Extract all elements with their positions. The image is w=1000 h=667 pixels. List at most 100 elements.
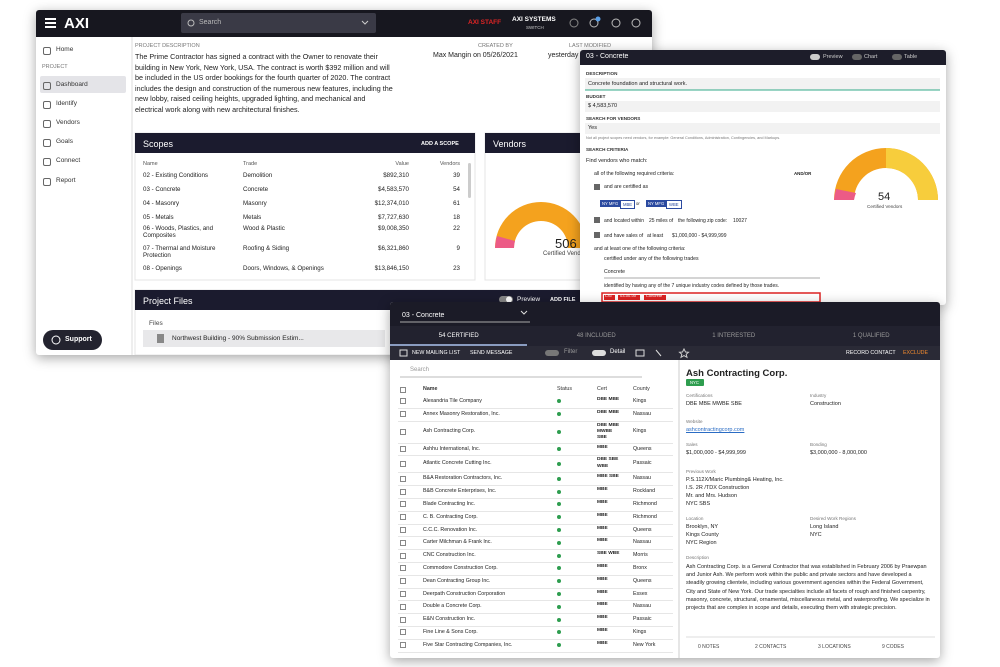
row-divider xyxy=(398,455,673,457)
checkbox xyxy=(400,398,406,405)
toolbar-button[interactable]: RECORD CONTACT xyxy=(846,350,896,356)
checkbox xyxy=(400,552,406,559)
row-divider xyxy=(398,549,673,551)
county: Passaic xyxy=(633,616,652,623)
checkbox xyxy=(400,387,406,393)
criteria-text: $1,000,000 - $4,999,999 xyxy=(672,233,727,239)
description-label: PROJECT DESCRIPTION xyxy=(135,43,200,49)
tab[interactable]: 1 QUALIFIED xyxy=(852,333,890,339)
county: Kings xyxy=(633,428,647,435)
file-item: Northwest Building - 90% Submission Esti… xyxy=(172,335,304,342)
county: Nassau xyxy=(633,603,651,610)
row-divider xyxy=(398,442,673,444)
cert: MBE xyxy=(597,602,608,608)
criteria-text: Find vendors who match: xyxy=(586,158,648,164)
table-cell: 61 xyxy=(453,200,460,207)
field-value: Yes xyxy=(588,125,597,131)
nav-icon xyxy=(43,101,51,109)
field-value: NYC Region xyxy=(686,540,717,546)
modified-label: LAST MODIFIED xyxy=(569,43,612,49)
field-value: $ 4,583,570 xyxy=(588,103,618,109)
created-by: Max Mangin on 05/26/2021 xyxy=(433,52,518,59)
card-action[interactable]: ADD A SCOPE xyxy=(421,141,459,147)
row-divider xyxy=(398,536,673,538)
checkbox xyxy=(400,527,406,533)
nav-item: Report xyxy=(56,177,76,184)
status-dot xyxy=(557,429,561,434)
status-dot xyxy=(557,566,561,571)
cert: MBE xyxy=(597,564,608,569)
table-cell: 03 - Concrete xyxy=(143,186,181,193)
nav-icon xyxy=(43,47,51,55)
row-divider xyxy=(398,523,673,525)
field-label: Website xyxy=(686,419,703,424)
table-cell: 23 xyxy=(453,265,460,272)
county: Bronx xyxy=(633,564,647,571)
status-dot xyxy=(557,476,561,481)
cert: DBE SBE WBE xyxy=(597,457,619,469)
card-action[interactable]: ADD FILE xyxy=(550,297,576,303)
status-dot xyxy=(557,528,561,532)
vendor-caption: Certified Vendors xyxy=(543,251,590,257)
field-label: BUDGET xyxy=(586,94,606,99)
status-dot xyxy=(557,553,561,558)
detail-tab[interactable]: 2 CONTACTS xyxy=(755,644,787,650)
vendor-name: Carter Milchman & Frank Inc. xyxy=(423,539,492,546)
field-label: Description xyxy=(686,555,709,560)
table-cell: 02 - Existing Conditions xyxy=(143,172,209,179)
field-value: Mr. and Mrs. Hudson xyxy=(686,493,738,499)
county: Queens xyxy=(633,577,652,584)
cert: MBE xyxy=(597,615,608,621)
nav-item: Dashboard xyxy=(56,81,88,88)
nav-item: Connect xyxy=(56,157,81,164)
staff-label: AXI STAFF xyxy=(468,19,502,26)
cert: MBE xyxy=(597,589,608,595)
support-button[interactable]: Support xyxy=(65,336,92,343)
status-dot xyxy=(557,643,561,648)
toolbar-button[interactable]: EXCLUDE xyxy=(903,350,929,356)
criteria-text: 10027 xyxy=(733,218,747,224)
table-cell: Metals xyxy=(243,214,262,221)
org-action: SWITCH xyxy=(526,25,544,30)
vendor-name: E&N Construction Inc. xyxy=(423,616,476,623)
row-divider xyxy=(398,574,673,576)
vendor-name: Atlantic Concrete Cutting Inc. xyxy=(423,460,492,467)
row-divider xyxy=(398,600,673,602)
code-tag: CSI xyxy=(605,293,612,298)
toggle-label: Preview xyxy=(517,296,541,303)
card-title: Vendors xyxy=(493,139,527,149)
tab[interactable]: 1 INTERESTED xyxy=(712,333,756,339)
nav-item: Home xyxy=(56,46,74,53)
table-cell: 07 - Thermal and Moisture Protection xyxy=(143,245,216,260)
criteria-text: and are certified as xyxy=(604,184,649,190)
nav-icon xyxy=(43,158,51,166)
scope-select[interactable]: 03 - Concrete xyxy=(402,312,445,319)
card-title: Project Files xyxy=(143,296,193,306)
tab[interactable]: 48 INCLUDED xyxy=(576,333,616,339)
field-label: Bonding xyxy=(810,442,827,447)
status-dot xyxy=(557,447,561,451)
field-value: DBE MBE MWBE SBE xyxy=(686,401,742,407)
cert: MBE xyxy=(597,500,608,505)
vendor-name: Blade Contracting Inc. xyxy=(423,500,476,507)
row-divider xyxy=(398,651,673,653)
column-header: Name xyxy=(423,386,438,392)
table-cell: $12,374,010 xyxy=(374,200,409,207)
table-cell: 22 xyxy=(453,225,460,232)
county: Nassau xyxy=(633,475,651,482)
logo: AXI xyxy=(64,15,90,32)
detail-tab[interactable]: 3 LOCATIONS xyxy=(818,644,851,650)
row-divider xyxy=(398,485,673,487)
table-cell: Wood & Plastic xyxy=(243,225,285,232)
detail-tab[interactable]: 0 NOTES xyxy=(698,644,720,650)
cert: MBE xyxy=(597,628,608,633)
vendor-name: C. B. Contracting Corp. xyxy=(423,513,478,520)
detail-tab[interactable]: 9 CODES xyxy=(882,644,904,650)
toolbar-button[interactable]: SEND MESSAGE xyxy=(470,350,513,356)
toolbar-button[interactable]: NEW MAILING LIST xyxy=(412,350,461,356)
toggle-label: Table xyxy=(904,54,918,60)
vendor-name: Commodore Construction Corp. xyxy=(423,564,498,571)
field-value: Long Island xyxy=(810,524,839,530)
field-value: Construction xyxy=(810,401,841,407)
tab[interactable]: 54 CERTIFIED xyxy=(438,333,479,339)
